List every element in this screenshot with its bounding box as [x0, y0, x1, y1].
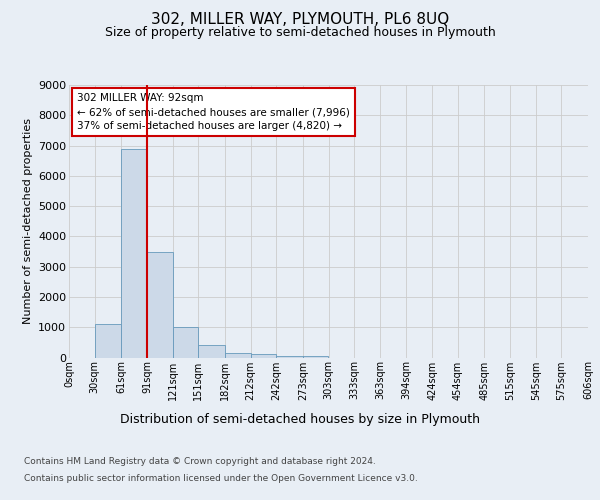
Bar [95, 324, 121, 358]
Bar [199, 346, 225, 358]
Bar [303, 356, 329, 358]
Bar [147, 252, 173, 358]
Bar [276, 356, 303, 358]
Bar [121, 148, 147, 358]
Text: Contains HM Land Registry data © Crown copyright and database right 2024.: Contains HM Land Registry data © Crown c… [24, 458, 376, 466]
Text: Distribution of semi-detached houses by size in Plymouth: Distribution of semi-detached houses by … [120, 412, 480, 426]
Text: 302, MILLER WAY, PLYMOUTH, PL6 8UQ: 302, MILLER WAY, PLYMOUTH, PL6 8UQ [151, 12, 449, 28]
Text: Contains public sector information licensed under the Open Government Licence v3: Contains public sector information licen… [24, 474, 418, 483]
Text: 302 MILLER WAY: 92sqm
← 62% of semi-detached houses are smaller (7,996)
37% of s: 302 MILLER WAY: 92sqm ← 62% of semi-deta… [77, 93, 350, 131]
Text: Size of property relative to semi-detached houses in Plymouth: Size of property relative to semi-detach… [104, 26, 496, 39]
Bar [173, 327, 199, 358]
Bar [251, 354, 276, 358]
Bar [225, 353, 251, 358]
Y-axis label: Number of semi-detached properties: Number of semi-detached properties [23, 118, 32, 324]
